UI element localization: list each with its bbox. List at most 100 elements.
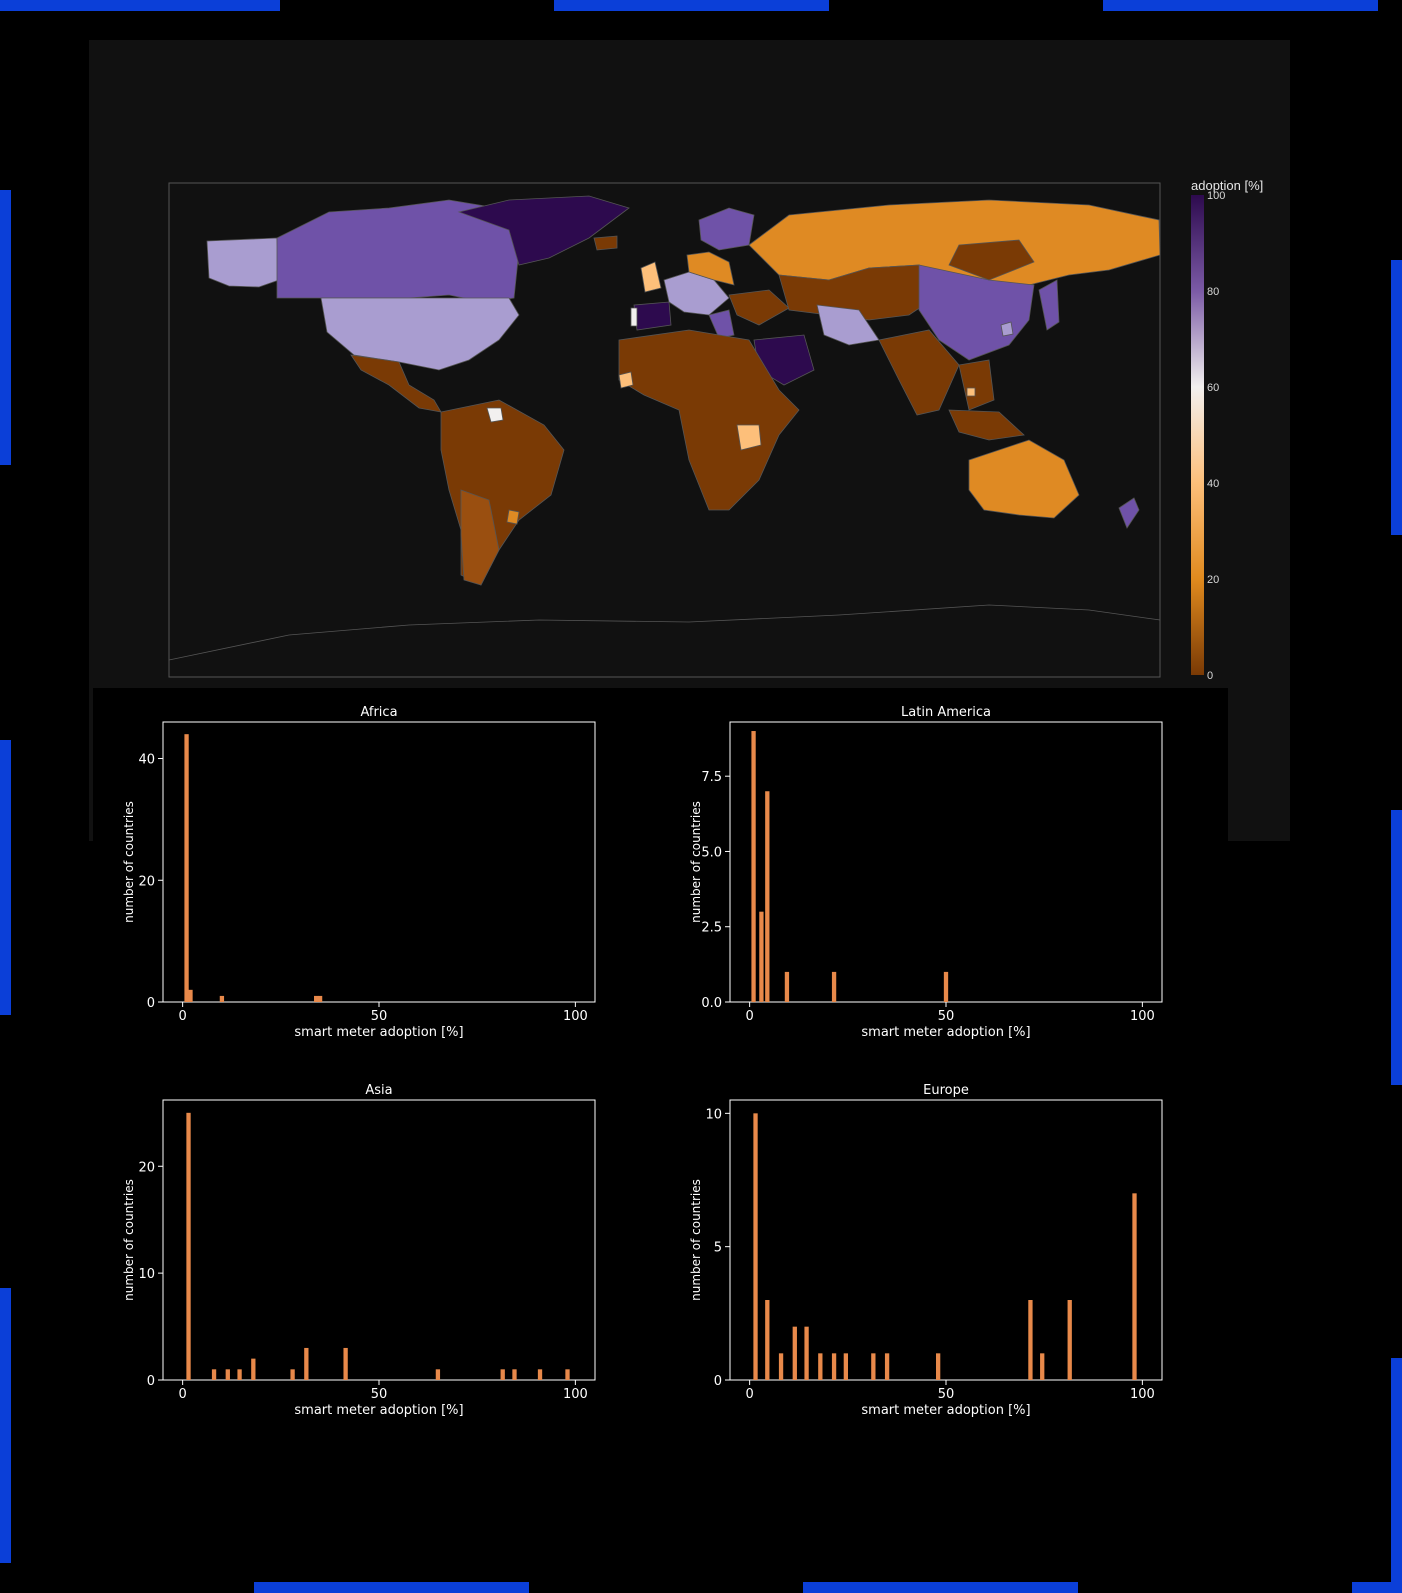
latin-america-xtick-label-0: 0 (745, 1009, 753, 1024)
histogram-latin-america: Latin America 0 50 100 0.0 2.5 5.0 7.5 smart met… (689, 705, 1163, 1040)
country-senegal[interactable] (618, 371, 634, 389)
colorbar (1191, 195, 1204, 675)
histogram-europe: Europe 0 50 100 0 5 10 smart meter adoption [%]… (689, 1083, 1163, 1418)
latin-america-axes-frame (729, 721, 1163, 1003)
europe-bar-12 (1040, 1353, 1045, 1380)
colorbar-tick-0: 0 (1207, 670, 1214, 682)
edge-bar-right-1 (1391, 260, 1402, 535)
histogram-panel: Africa 0 50 100 0 20 40 smart meter adoption [%… (93, 688, 1228, 1568)
europe-bar-3 (792, 1326, 797, 1380)
edge-bar-left-3 (0, 1288, 11, 1563)
asia-bar-12 (565, 1369, 570, 1380)
latin-america-ytick-label-2: 5.0 (701, 845, 722, 860)
country-usa[interactable] (320, 297, 520, 371)
asia-xlabel: smart meter adoption [%] (294, 1403, 463, 1418)
colorbar-tick-20: 20 (1207, 574, 1220, 586)
edge-bar-bottom-center (803, 1582, 1078, 1593)
europe-bar-6 (831, 1353, 837, 1380)
europe-title: Europe (923, 1083, 969, 1098)
latin-america-bar-0 (751, 731, 756, 1002)
world-map[interactable] (89, 40, 1290, 841)
europe-bar-14 (1132, 1193, 1137, 1380)
histogram-africa: Africa 0 50 100 0 20 40 smart meter adoption [%… (122, 705, 596, 1040)
europe-ytick-label-2: 10 (705, 1107, 722, 1122)
europe-xtick-label-0: 0 (745, 1387, 753, 1402)
country-spain[interactable] (633, 301, 672, 331)
country-iran[interactable] (816, 304, 880, 346)
country-balkans[interactable] (728, 289, 790, 326)
histogram-asia: Asia 0 50 100 0 10 20 smart meter adoption [%] n… (122, 1083, 596, 1418)
latin-america-bar-4 (831, 971, 837, 1002)
country-argentina[interactable] (460, 489, 500, 586)
europe-bar-2 (778, 1353, 784, 1380)
edge-bar-right-2 (1391, 810, 1402, 1085)
country-greenland[interactable] (457, 195, 630, 266)
colorbar-tick-100: 100 (1207, 190, 1226, 202)
europe-xtick-label-1: 50 (938, 1387, 955, 1402)
africa-xtick-label-2: 100 (563, 1009, 588, 1024)
europe-bar-1 (765, 1300, 770, 1380)
country-italy[interactable] (708, 309, 735, 339)
europe-bar-10 (935, 1353, 941, 1380)
edge-bar-left-2 (0, 740, 11, 1015)
edge-bar-bottom-right (1352, 1582, 1402, 1593)
country-iceland[interactable] (593, 235, 618, 251)
latin-america-bar-5 (943, 971, 949, 1002)
latin-america-xlabel: smart meter adoption [%] (861, 1025, 1030, 1040)
latin-america-bar-1 (759, 911, 764, 1002)
edge-bar-top-left (0, 0, 280, 11)
africa-bar-4 (317, 995, 323, 1002)
country-new-zealand[interactable] (1118, 497, 1140, 529)
europe-xtick-label-2: 100 (1130, 1387, 1155, 1402)
asia-ylabel: number of countries (122, 1179, 136, 1301)
country-japan[interactable] (1038, 279, 1060, 331)
asia-bar-0 (186, 1112, 191, 1380)
africa-xlabel: smart meter adoption [%] (294, 1025, 463, 1040)
asia-axes-frame (162, 1099, 596, 1381)
africa-ytick-label-2: 40 (138, 753, 155, 768)
country-germany[interactable] (686, 251, 735, 286)
edge-bar-top-center (554, 0, 829, 11)
asia-xtick-label-1: 50 (371, 1387, 388, 1402)
africa-ytick-label-1: 20 (138, 874, 155, 889)
europe-xlabel: smart meter adoption [%] (861, 1403, 1030, 1418)
asia-bar-7 (343, 1347, 348, 1380)
africa-bar-0 (184, 734, 189, 1002)
asia-bar-10 (512, 1369, 517, 1380)
europe-ytick-label-0: 0 (714, 1374, 722, 1389)
europe-bar-7 (843, 1353, 849, 1380)
colorbar-tick-40: 40 (1207, 478, 1220, 490)
asia-bar-5 (290, 1369, 295, 1380)
country-uruguay[interactable] (506, 509, 520, 525)
europe-bar-13 (1067, 1300, 1072, 1380)
edge-bar-left-1 (0, 190, 11, 465)
asia-bar-11 (537, 1369, 543, 1380)
colorbar-tick-80: 80 (1207, 286, 1220, 298)
country-guyana[interactable] (486, 407, 504, 423)
choropleth-map-panel: adoption [%] 100 80 60 40 20 0 (89, 40, 1290, 841)
colorbar-tick-60: 60 (1207, 382, 1220, 394)
europe-bar-5 (818, 1353, 823, 1380)
country-china[interactable] (918, 264, 1035, 361)
europe-ytick-label-1: 5 (714, 1241, 722, 1256)
country-india[interactable] (878, 329, 960, 416)
country-uk[interactable] (640, 261, 662, 293)
europe-bar-8 (871, 1353, 876, 1380)
asia-bar-4 (251, 1358, 256, 1380)
asia-bar-9 (500, 1369, 505, 1380)
country-alaska[interactable] (206, 237, 280, 288)
asia-ytick-label-2: 20 (138, 1160, 155, 1175)
edge-bar-top-right (1103, 0, 1378, 11)
country-portugal[interactable] (630, 307, 638, 327)
country-malaysia[interactable] (966, 387, 976, 397)
country-mongolia[interactable] (948, 239, 1035, 281)
europe-bar-4 (804, 1326, 809, 1380)
country-tanzania[interactable] (736, 424, 762, 451)
country-africa[interactable] (618, 329, 800, 511)
country-indonesia[interactable] (948, 409, 1025, 441)
asia-bar-1 (211, 1369, 217, 1380)
country-korea[interactable] (1000, 321, 1014, 337)
country-australia[interactable] (968, 439, 1080, 519)
countries (168, 195, 1161, 678)
country-southeast-asia[interactable] (958, 359, 995, 411)
